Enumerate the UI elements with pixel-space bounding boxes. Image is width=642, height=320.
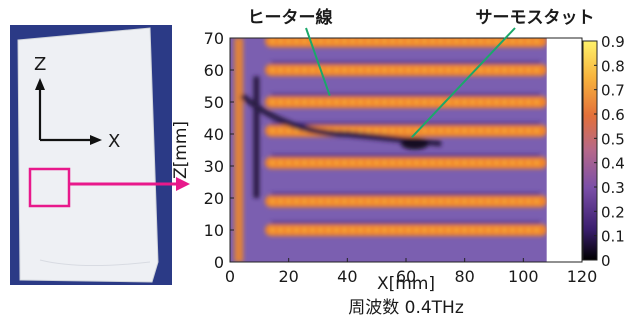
x-tick-label: 20: [278, 267, 298, 286]
y-axis-title: Z[mm]: [171, 121, 191, 179]
y-tick-label: 70: [204, 29, 224, 48]
colorbar-tick-label: 0.6: [601, 106, 625, 124]
annotation-label: サーモスタット: [476, 8, 595, 28]
y-tick-label: 40: [204, 125, 224, 144]
cloth-sample: [17, 27, 159, 283]
y-tick-label: 0: [214, 253, 224, 272]
x-tick-label: 60: [396, 267, 416, 286]
x-tick-label: 120: [567, 267, 598, 286]
photo-z-label: Z: [34, 54, 46, 75]
annotations: ヒーター線 サーモスタット: [248, 7, 595, 138]
cloth-fold: [39, 259, 151, 267]
annotation-leader-line: [411, 27, 516, 138]
y-tick-label: 60: [204, 61, 224, 80]
y-tick-label: 50: [204, 93, 224, 112]
x-arrow-head: [90, 135, 102, 145]
sample-photo: Z X: [10, 25, 172, 285]
measurement-region-box: [28, 167, 71, 208]
colorbar-tick-label: 0: [601, 252, 611, 270]
x-axis-title: X[mm]: [377, 274, 435, 294]
y-tick-label: 10: [204, 221, 224, 240]
colorbar-tick-label: 0.9: [601, 33, 625, 51]
y-tick-label: 20: [204, 189, 224, 208]
wire-path: [239, 93, 442, 147]
colorbar-tick-label: 0.5: [601, 130, 625, 148]
x-tick-label: 40: [337, 267, 357, 286]
y-axis: 0 10 20 30 40 50 60 70: [204, 29, 234, 272]
pointer-arrow-head: [176, 177, 190, 191]
x-tick-label: 80: [454, 267, 474, 286]
colorbar-tick-label: 0.8: [601, 57, 625, 75]
x-tick-label: 0: [225, 267, 235, 286]
colorbar: [582, 40, 598, 261]
y-tick-label: 30: [204, 157, 224, 176]
chart-caption: 周波数 0.4THz: [348, 298, 464, 318]
colorbar-ticks: 0 0.1 0.2 0.3 0.4 0.5 0.6 0.7 0.8 0.9: [594, 33, 625, 270]
x-axis: 0 20 40 60 80 100 120: [225, 258, 597, 286]
colorbar-tick-label: 0.2: [601, 203, 625, 221]
colorbar-tick-label: 0.4: [601, 155, 625, 173]
thermostat-dark-spot: [400, 137, 429, 150]
x-tick-label: 100: [508, 267, 539, 286]
photo-x-label: X: [108, 131, 120, 152]
colorbar-tick-label: 0.3: [601, 179, 625, 197]
colorbar-tick-label: 0.1: [601, 228, 625, 246]
annotation-label: ヒーター線: [248, 7, 333, 28]
colorbar-tick-label: 0.7: [601, 82, 625, 100]
heatmap-image: [230, 38, 547, 262]
annotation-leader-line: [305, 27, 331, 96]
z-arrow-head: [35, 78, 45, 90]
